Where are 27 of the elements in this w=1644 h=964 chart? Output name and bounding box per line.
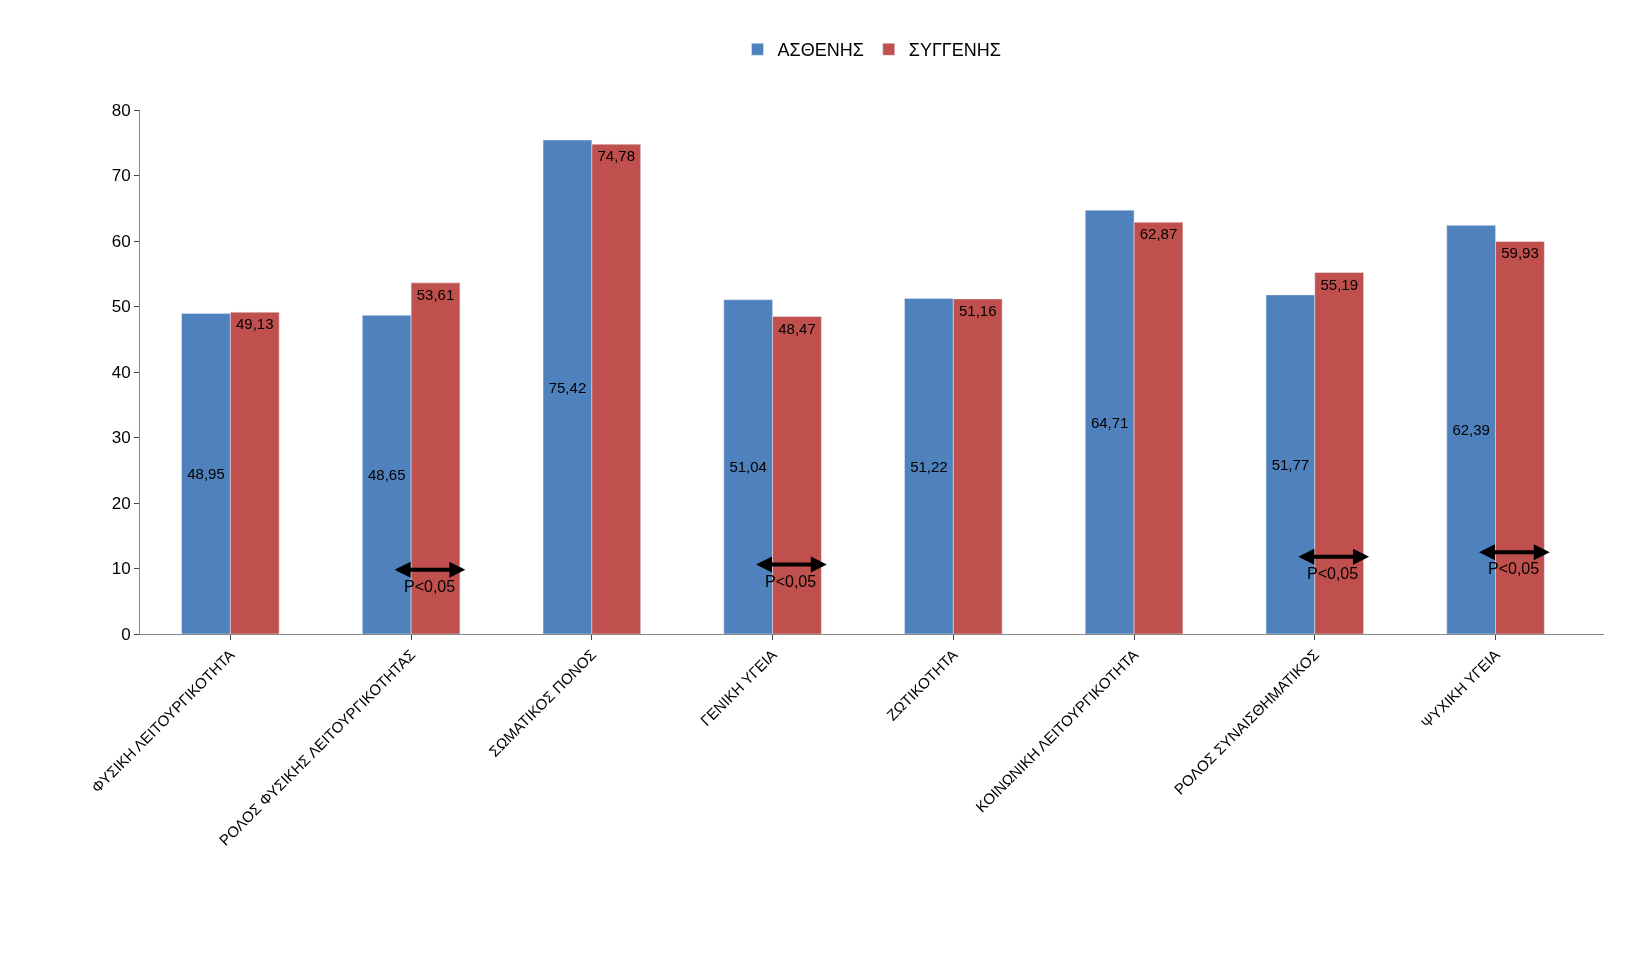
y-tick-label: 40: [111, 362, 131, 382]
data-label: 48,47: [778, 319, 816, 337]
data-label: 49,13: [236, 315, 274, 333]
data-label: 51,16: [958, 301, 997, 319]
data-label: 48,65: [367, 466, 406, 484]
y-tick-label: 70: [111, 166, 131, 186]
y-tick-label: 60: [111, 231, 131, 251]
legend-label: ΣΥΓΓΕΝΗΣ: [908, 40, 1001, 61]
data-label: 59,93: [1501, 244, 1539, 262]
data-label: 74,78: [597, 147, 636, 165]
y-tick-label: 10: [111, 559, 131, 579]
data-label: 51,22: [910, 457, 948, 475]
data-label: 55,19: [1320, 275, 1358, 293]
data-label: 75,42: [548, 378, 587, 396]
y-tick-label: 0: [121, 624, 131, 644]
y-tick-label: 80: [111, 100, 131, 120]
data-label: 48,95: [187, 465, 225, 483]
y-tick-label: 20: [111, 493, 131, 513]
data-label: 62,87: [1139, 225, 1178, 243]
data-label: 53,61: [416, 285, 455, 303]
data-label: 62,39: [1452, 421, 1490, 439]
data-label: 51,04: [729, 458, 767, 476]
y-tick-label: 50: [111, 297, 131, 317]
y-tick-label: 30: [111, 428, 131, 448]
data-label: 51,77: [1271, 455, 1310, 473]
legend-label: ΑΣΘΕΝΗΣ: [777, 40, 864, 61]
data-label: 64,71: [1090, 413, 1129, 431]
